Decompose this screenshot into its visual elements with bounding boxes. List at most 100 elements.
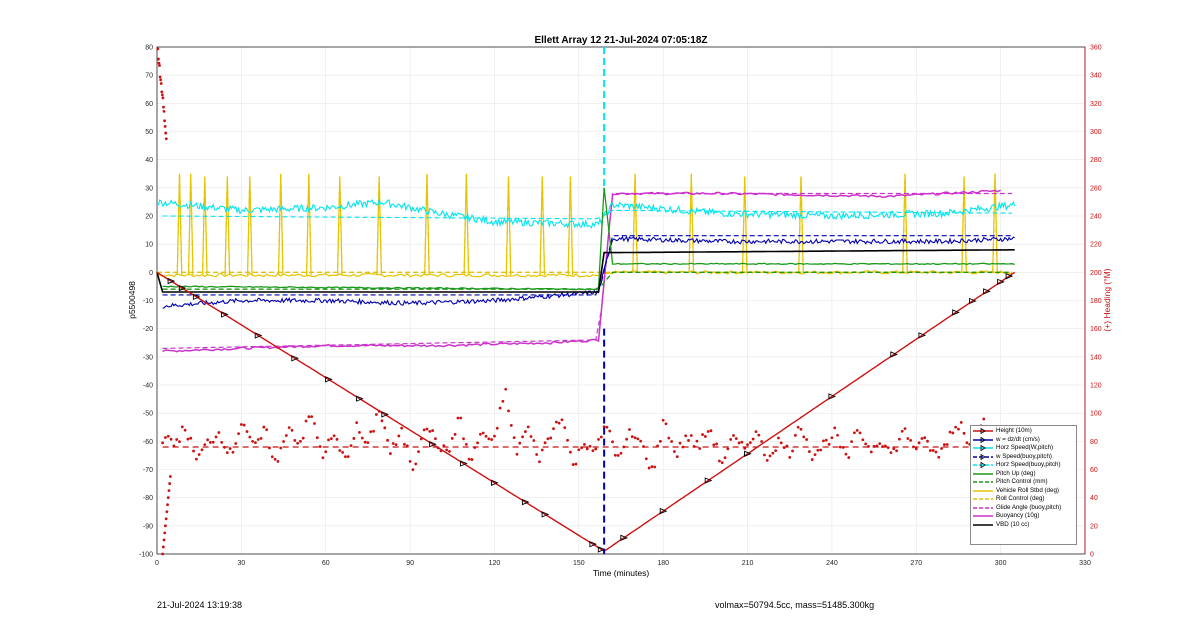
heading-point [768,454,772,458]
heading-point [237,432,240,436]
glide-angle-line [162,192,1012,349]
heading-point [636,437,640,441]
heading-point [948,430,952,434]
heading-point [408,459,412,463]
heading-point [164,436,167,439]
heading-point [355,421,359,425]
heading-point [583,442,586,446]
heading-point [926,439,929,443]
heading-point [808,450,811,453]
roll-control-spike [246,176,253,276]
roll-control-spike [424,173,430,276]
legend-entry: Vehicle Roll Stbd (deg) [973,487,1074,496]
heading-point [425,427,429,431]
heading-point [164,524,167,528]
right-tick-label: 160 [1090,326,1102,333]
heading-point [453,432,457,436]
heading-point [942,443,946,446]
heading-point [782,446,786,450]
legend-entry: w Speed(buoy,pitch) [973,453,1074,462]
y-tick-label: -100 [139,552,153,559]
heading-point [157,57,160,61]
height-marker [254,332,263,339]
heading-point [653,465,657,469]
heading-point [467,457,471,461]
heading-point [400,426,404,430]
heading-point [189,436,193,440]
heading-point [358,431,361,434]
heading-point [813,453,817,457]
heading-point [464,442,468,446]
heading-point [914,447,918,451]
heading-point [836,433,839,437]
height-marker [828,393,837,400]
height-marker [704,477,713,484]
heading-point [209,441,212,444]
heading-point [161,441,165,445]
heading-point [959,420,963,424]
y-tick-label: -40 [143,383,153,390]
heading-point [616,454,620,457]
heading-point [563,426,567,430]
heading-point [352,437,356,440]
w-speed-buoy-line [162,235,1012,296]
y-tick-label: 60 [145,101,153,108]
heading-point [501,399,505,403]
height-marker [356,395,364,402]
heading-point [180,425,184,429]
heading-point [166,434,170,438]
legend-entry: Pitch Control (mm) [973,478,1074,487]
heading-point [462,437,465,441]
heading-point [223,445,226,449]
heading-point [161,545,165,549]
height-marker [192,293,201,301]
heading-point [163,531,167,535]
heading-point [802,435,806,439]
height-marker [997,278,1005,286]
heading-point [698,447,702,450]
roll-control-spike [632,173,638,273]
heading-point [366,441,370,445]
legend-swatch [973,504,993,512]
heading-point [445,448,449,452]
heading-point [810,458,814,461]
heading-point [580,446,584,450]
heading-point [532,439,536,442]
heading-point [552,427,555,431]
right-tick-label: 300 [1090,129,1102,136]
heading-point [560,418,564,422]
heading-point [166,496,170,500]
heading-point [380,419,384,423]
heading-point [602,425,606,429]
heading-point [197,453,201,456]
heading-point [830,436,834,440]
heading-point [374,413,378,416]
legend-label: Buoyancy (10g) [996,512,1040,519]
heading-point [900,429,904,433]
legend-swatch [973,470,993,478]
heading-point [186,437,190,441]
heading-point [895,449,898,453]
heading-point [546,437,550,441]
heading-point [529,435,533,438]
right-tick-label: 320 [1090,101,1102,108]
heading-point [656,444,659,448]
heading-point [647,466,651,470]
heading-point [594,447,598,451]
y-tick-label: -80 [143,495,153,502]
height-marker [744,450,752,457]
roll-control-spike [187,173,194,276]
heading-point [262,425,266,429]
height-marker [178,284,187,292]
legend-swatch [973,487,993,495]
heading-point [163,125,167,128]
heading-point [861,438,865,442]
heading-point [307,415,311,419]
legend-swatch [973,521,993,529]
roll-spike [798,176,804,273]
heading-point [498,406,502,410]
y-tick-label: 20 [145,214,153,221]
legend-swatch [973,427,993,435]
heading-point [318,445,322,448]
legend-label: Vehicle Roll Stbd (deg) [996,486,1059,494]
